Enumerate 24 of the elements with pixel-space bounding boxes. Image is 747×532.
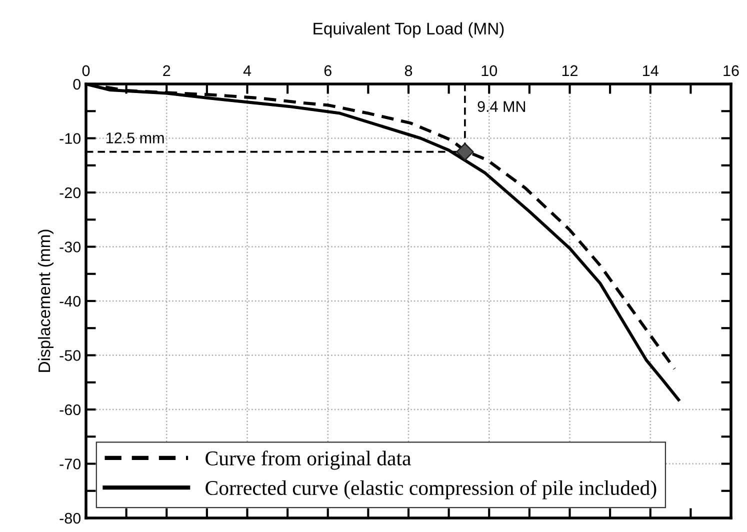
x-tick-label: 8 [404, 65, 412, 76]
y-tick-label: -80 [60, 512, 81, 524]
y-tick-label: -60 [60, 404, 81, 416]
y-tick-label: -70 [60, 458, 81, 470]
x-axis-title: Equivalent Top Load (MN) [314, 22, 504, 38]
y-tick-label: -30 [60, 242, 81, 252]
legend-label: Corrected curve (elastic compression of pile included) [206, 480, 656, 500]
x-tick-label: 16 [724, 65, 739, 76]
x-tick-label: 12 [562, 65, 578, 76]
y-tick-label: -20 [60, 187, 81, 198]
y-tick-label: -40 [60, 296, 81, 307]
y-tick-label: -50 [60, 350, 81, 361]
y-tick-label: -10 [60, 133, 81, 144]
ref-line-label: 12.5 mm [106, 132, 164, 144]
x-tick-label: 14 [643, 65, 658, 76]
ref-line-label: 9.4 MN [478, 101, 526, 112]
x-tick-label: 4 [243, 65, 252, 76]
y-axis-title: Displacement (mm) [38, 230, 54, 372]
x-tick-label: 0 [82, 65, 90, 76]
x-tick-label: 2 [163, 65, 170, 76]
y-tick-label: 0 [73, 78, 81, 90]
x-tick-label: 6 [324, 65, 332, 76]
x-tick-label: 10 [482, 65, 498, 76]
legend-label: Curve from original data [206, 450, 411, 470]
